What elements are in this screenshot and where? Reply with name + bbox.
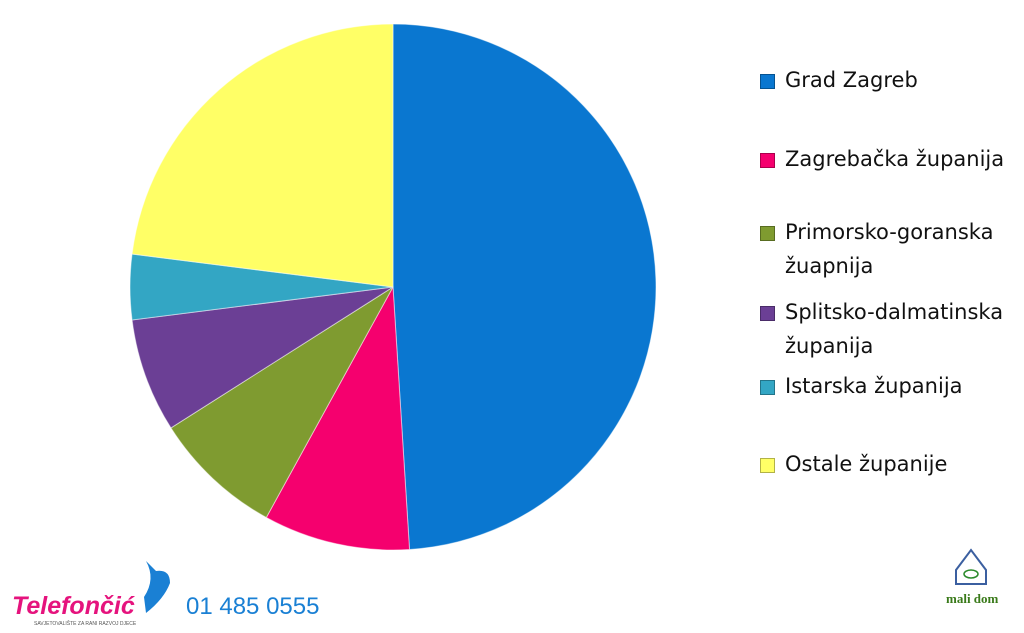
legend-swatch xyxy=(760,74,775,89)
tagline: SAVJETOVALIŠTE ZA RANI RAZVOJ DJECE xyxy=(34,621,137,627)
partner: mali dom xyxy=(946,591,999,606)
legend-label: Istarska županija xyxy=(785,374,963,398)
legend-item: Grad Zagreb xyxy=(760,63,1022,97)
legend-label: Splitsko-dalmatinska županija xyxy=(785,300,1004,358)
pie-slice xyxy=(265,285,411,551)
legend-item: Ostale županije xyxy=(760,447,1022,481)
eye-icon xyxy=(963,569,979,579)
pie-slice xyxy=(170,286,394,519)
pie-slice xyxy=(131,23,394,288)
legend-label: Grad Zagreb xyxy=(785,68,918,92)
legend-item: Zagrebačka županija xyxy=(760,142,1022,176)
brand: Telefončić xyxy=(12,592,135,620)
legend-item: Splitsko-dalmatinska županija xyxy=(760,295,1022,363)
phone: 01 485 0555 xyxy=(186,593,320,620)
legend-swatch xyxy=(760,226,775,241)
pie-slice xyxy=(131,286,394,429)
legend-swatch xyxy=(760,306,775,321)
legend-item: Primorsko-goranska žuapnija xyxy=(760,215,1022,283)
pie-slice xyxy=(392,23,657,551)
legend-item: Istarska županija xyxy=(760,369,1022,403)
logo-icon xyxy=(144,561,170,613)
legend-swatch xyxy=(760,380,775,395)
legend-label: Primorsko-goranska žuapnija xyxy=(785,220,994,278)
house-icon xyxy=(955,548,987,585)
legend-swatch xyxy=(760,458,775,473)
legend-swatch xyxy=(760,153,775,168)
legend-label: Ostale županije xyxy=(785,452,948,476)
legend-label: Zagrebačka županija xyxy=(785,147,1005,171)
